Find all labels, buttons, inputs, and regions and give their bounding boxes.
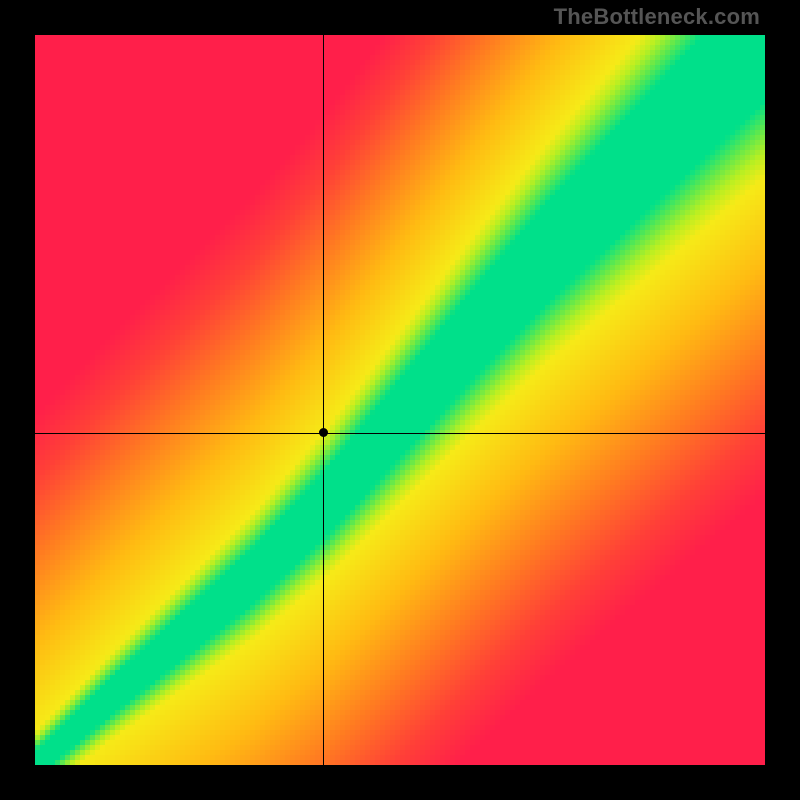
crosshair-horizontal [35, 433, 765, 434]
selection-dot [319, 428, 328, 437]
bottleneck-heatmap [35, 35, 765, 765]
watermark-text: TheBottleneck.com [554, 4, 760, 30]
crosshair-vertical [323, 35, 324, 765]
